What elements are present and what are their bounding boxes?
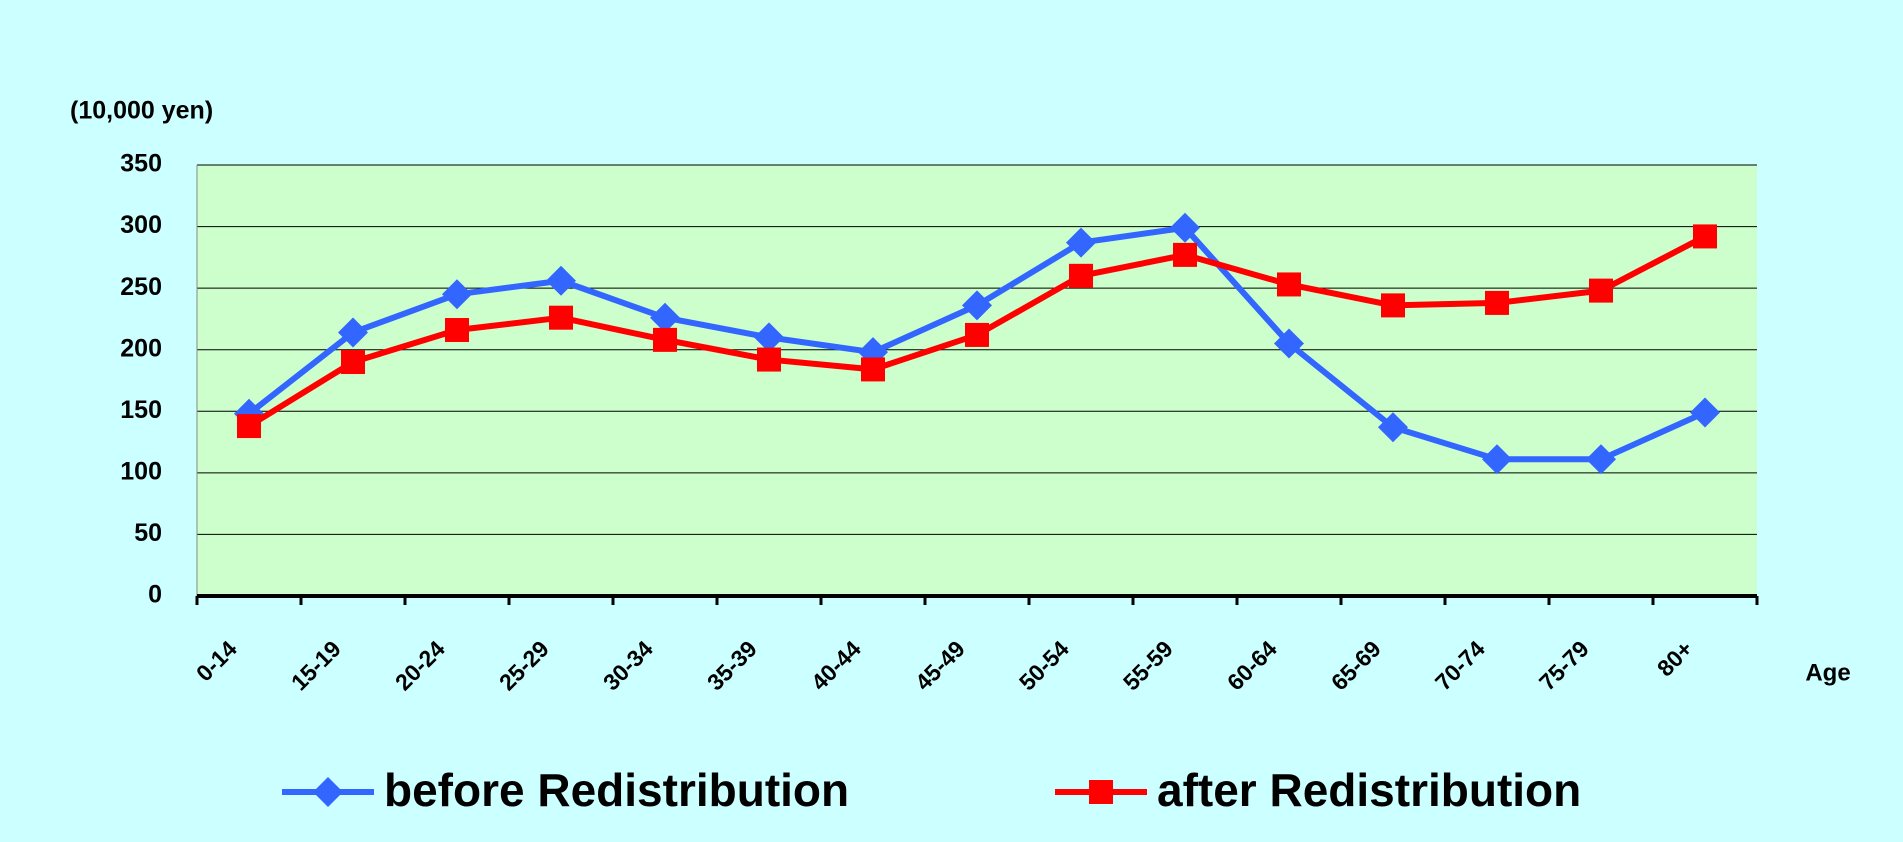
y-tick-label: 300 [120,211,162,239]
marker [1170,212,1200,243]
legend-marker [1089,780,1113,804]
marker [962,290,992,321]
marker [1693,224,1717,249]
legend-label: after Redistribution [1157,764,1581,816]
marker [1589,278,1613,303]
marker [546,265,576,296]
y-tick-label: 350 [120,150,162,178]
marker [757,347,781,372]
x-axis-label: Age [1805,659,1850,686]
marker [1066,227,1096,258]
marker [1069,263,1093,288]
y-axis-label: (10,000 yen) [70,97,213,125]
marker [1690,397,1720,428]
marker [549,305,573,330]
legend-marker [313,777,343,807]
y-tick-label: 150 [120,396,162,424]
marker [650,302,680,333]
y-tick-label: 100 [120,457,162,485]
marker [338,317,368,348]
marker [1378,412,1408,443]
marker [965,322,989,347]
marker [1586,444,1616,475]
marker [442,279,472,310]
marker [1274,328,1304,359]
y-tick-label: 200 [120,334,162,362]
marker [341,350,365,375]
marker [237,414,261,439]
y-tick-label: 250 [120,273,162,301]
marker [1277,272,1301,297]
marker [445,318,469,343]
marker [861,357,885,382]
marker [754,322,784,353]
marker [1482,444,1512,475]
legend-label: before Redistribution [384,764,849,816]
marker [1381,293,1405,318]
plot-area [197,165,1757,596]
marker [1485,290,1509,315]
marker [653,327,677,352]
y-tick-label: 50 [134,519,162,547]
marker [1173,242,1197,267]
y-tick-label: 0 [148,581,162,609]
